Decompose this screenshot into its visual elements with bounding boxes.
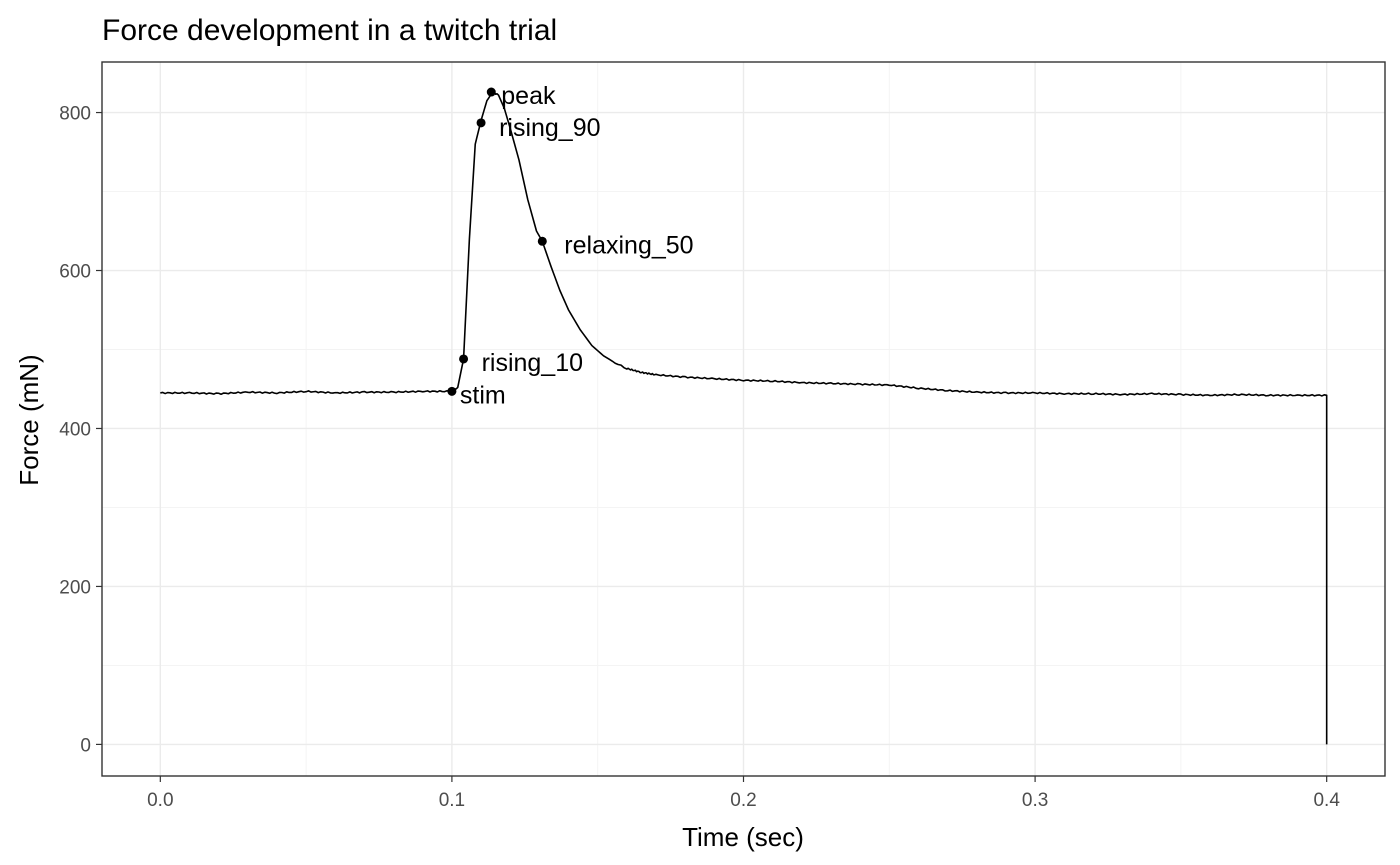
force-trace-line — [160, 90, 1328, 745]
x-axis-title: Time (sec) — [682, 822, 804, 852]
y-tick-label: 200 — [59, 577, 91, 598]
point-rising_90 — [476, 118, 486, 128]
point-label-rising_90: rising_90 — [499, 114, 600, 142]
point-label-stim: stim — [460, 381, 506, 409]
point-rising_10 — [459, 354, 469, 364]
x-tick-label: 0.2 — [730, 790, 756, 811]
point-label-relaxing_50: relaxing_50 — [564, 231, 693, 259]
point-label-peak: peak — [501, 82, 556, 110]
point-relaxing_50 — [537, 236, 547, 246]
y-axis-title: Force (mN) — [14, 354, 44, 485]
y-tick-label: 0 — [80, 735, 91, 756]
plot-panel: stim rising_10 rising_90 peak relaxing_50 — [102, 62, 1385, 776]
x-tick-label: 0.4 — [1313, 790, 1340, 811]
y-tick-label: 600 — [59, 262, 91, 283]
point-label-rising_10: rising_10 — [482, 349, 583, 377]
chart-title: Force development in a twitch trial — [102, 14, 557, 47]
y-tick-label: 800 — [59, 104, 91, 125]
point-stim — [447, 386, 457, 396]
x-tick-label: 0.0 — [147, 790, 173, 811]
x-tick-label: 0.3 — [1022, 790, 1048, 811]
x-tick-label: 0.1 — [439, 790, 465, 811]
point-peak — [486, 87, 496, 97]
y-tick-label: 400 — [59, 419, 91, 440]
